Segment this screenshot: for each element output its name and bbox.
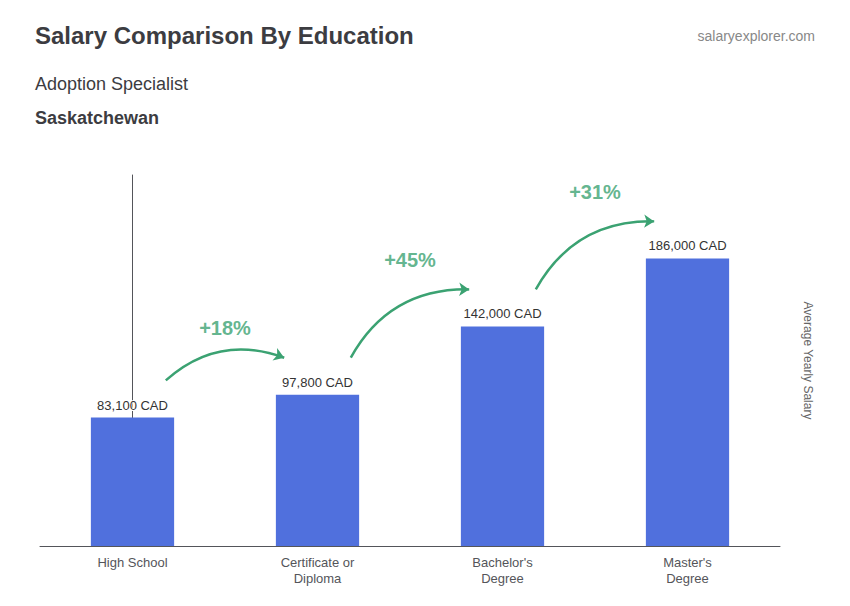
- svg-text:97,800 CAD: 97,800 CAD: [282, 375, 353, 390]
- svg-text:83,100 CAD: 83,100 CAD: [97, 398, 168, 413]
- svg-text:Saskatchewan: Saskatchewan: [35, 108, 159, 128]
- svg-text:+18%: +18%: [199, 317, 251, 339]
- svg-text:+45%: +45%: [384, 249, 436, 271]
- svg-text:salaryexplorer.com: salaryexplorer.com: [698, 28, 816, 44]
- svg-text:High School: High School: [97, 555, 167, 570]
- svg-text:+31%: +31%: [569, 181, 621, 203]
- svg-text:Adoption Specialist: Adoption Specialist: [35, 74, 188, 94]
- svg-text:Average Yearly Salary: Average Yearly Salary: [801, 302, 815, 420]
- svg-text:Degree: Degree: [666, 571, 709, 586]
- svg-text:Certificate or: Certificate or: [281, 555, 355, 570]
- svg-text:Salary Comparison By Education: Salary Comparison By Education: [35, 22, 414, 49]
- svg-text:Diploma: Diploma: [294, 571, 342, 586]
- svg-text:Degree: Degree: [481, 571, 524, 586]
- svg-text:Master's: Master's: [663, 555, 712, 570]
- svg-text:142,000 CAD: 142,000 CAD: [463, 306, 541, 321]
- svg-text:Bachelor's: Bachelor's: [472, 555, 533, 570]
- svg-text:186,000 CAD: 186,000 CAD: [648, 238, 726, 253]
